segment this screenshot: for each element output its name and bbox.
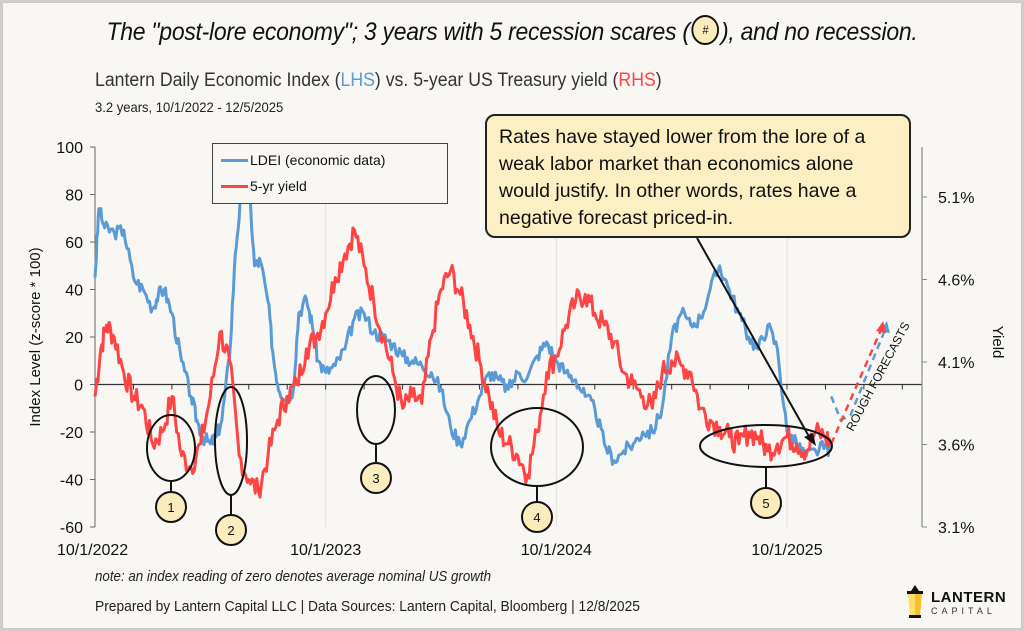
y-tick-label-right: 4.6% [938,273,974,290]
scare-badge-2 [215,514,247,546]
legend-item-yield: 5-yr yield [221,178,307,194]
y-tick-label-left: 0 [74,378,83,395]
scare-badge-label: 1 [167,500,174,515]
headline: The "post-lore economy"; 3 years with 5 … [41,15,983,48]
scare-badge-label: 2 [227,523,234,538]
title-part: ) vs. 5-year US Treasury yield ( [374,70,619,91]
scare-ellipse-2 [214,386,248,496]
headline-text-after: ), and no recession. [721,18,918,46]
y-tick-label-left: -60 [60,520,83,537]
source-footer: Prepared by Lantern Capital LLC | Data S… [95,598,640,615]
title-part: ) [655,70,662,91]
y-tick-label-left: 80 [65,188,83,205]
legend-swatch-yield [221,184,248,188]
footnote: note: an index reading of zero denotes a… [95,569,492,585]
logo-sub-text: CAPITAL [931,605,996,616]
ldei-line [93,179,833,466]
x-tick-label: 10/1/2024 [521,542,592,559]
x-tick-label: 10/1/2023 [290,542,361,559]
y-tick-label-right: 5.1% [938,190,974,207]
y-tick-label-right: 4.1% [938,355,974,372]
title-rhs: RHS [618,70,656,91]
scare-badge-label: 5 [762,496,769,511]
scare-ellipse-3 [356,375,396,445]
forecast-arrowhead-yield [876,321,887,334]
legend-item-ldei: LDEI (economic data) [221,152,385,168]
y-axis-label-left: Index Level (z-score * 100) [27,247,44,426]
callout-box: Rates have stayed lower from the lore of… [485,114,911,238]
legend-swatch-ldei [221,158,248,162]
lantern-icon [907,585,923,618]
scare-badge-5 [750,487,782,519]
lantern-logo: LANTERN CAPITAL [905,585,1006,621]
scare-badge-label: 4 [533,510,540,525]
forecast-line-yield [830,324,885,445]
scare-badge-3 [360,462,392,494]
legend-label-yield: 5-yr yield [250,178,307,194]
legend-label-ldei: LDEI (economic data) [250,152,386,168]
y-tick-label-right: 3.1% [938,520,974,537]
date-range: 3.2 years, 10/1/2022 - 12/5/2025 [95,99,284,115]
recession-scare-badge-legend: # [691,15,720,46]
title-lhs: LHS [340,70,375,91]
yield-line [93,226,832,499]
y-tick-label-left: -40 [60,473,83,490]
x-tick-label: 10/1/2025 [751,542,822,559]
scare-badge-label: 3 [372,471,379,486]
callout-pointer [696,237,812,441]
logo-main-text: LANTERN [931,588,1007,606]
forecast-label: ROUGH FORECASTS [843,320,912,434]
scare-ellipse-4 [490,407,584,487]
chart-legend: LDEI (economic data) 5-yr yield [212,143,448,204]
forecast-line-ldei [830,324,889,422]
y-tick-label-left: 40 [65,283,83,300]
headline-text-before: The "post-lore economy"; 3 years with 5 … [106,18,690,46]
y-tick-label-left: -20 [60,425,83,442]
y-axis-label-right: Yield [989,326,1006,359]
y-tick-label-right: 3.6% [938,438,974,455]
scare-badge-1 [155,491,187,523]
x-tick-label: 10/1/2022 [57,542,128,559]
chart-title: Lantern Daily Economic Index (LHS) vs. 5… [95,70,662,92]
callout-arrowhead [804,433,816,446]
y-tick-label-left: 100 [56,140,83,157]
scare-badge-4 [521,501,553,533]
title-part: Lantern Daily Economic Index ( [95,70,341,91]
y-tick-label-left: 20 [65,330,83,347]
y-tick-label-left: 60 [65,235,83,252]
